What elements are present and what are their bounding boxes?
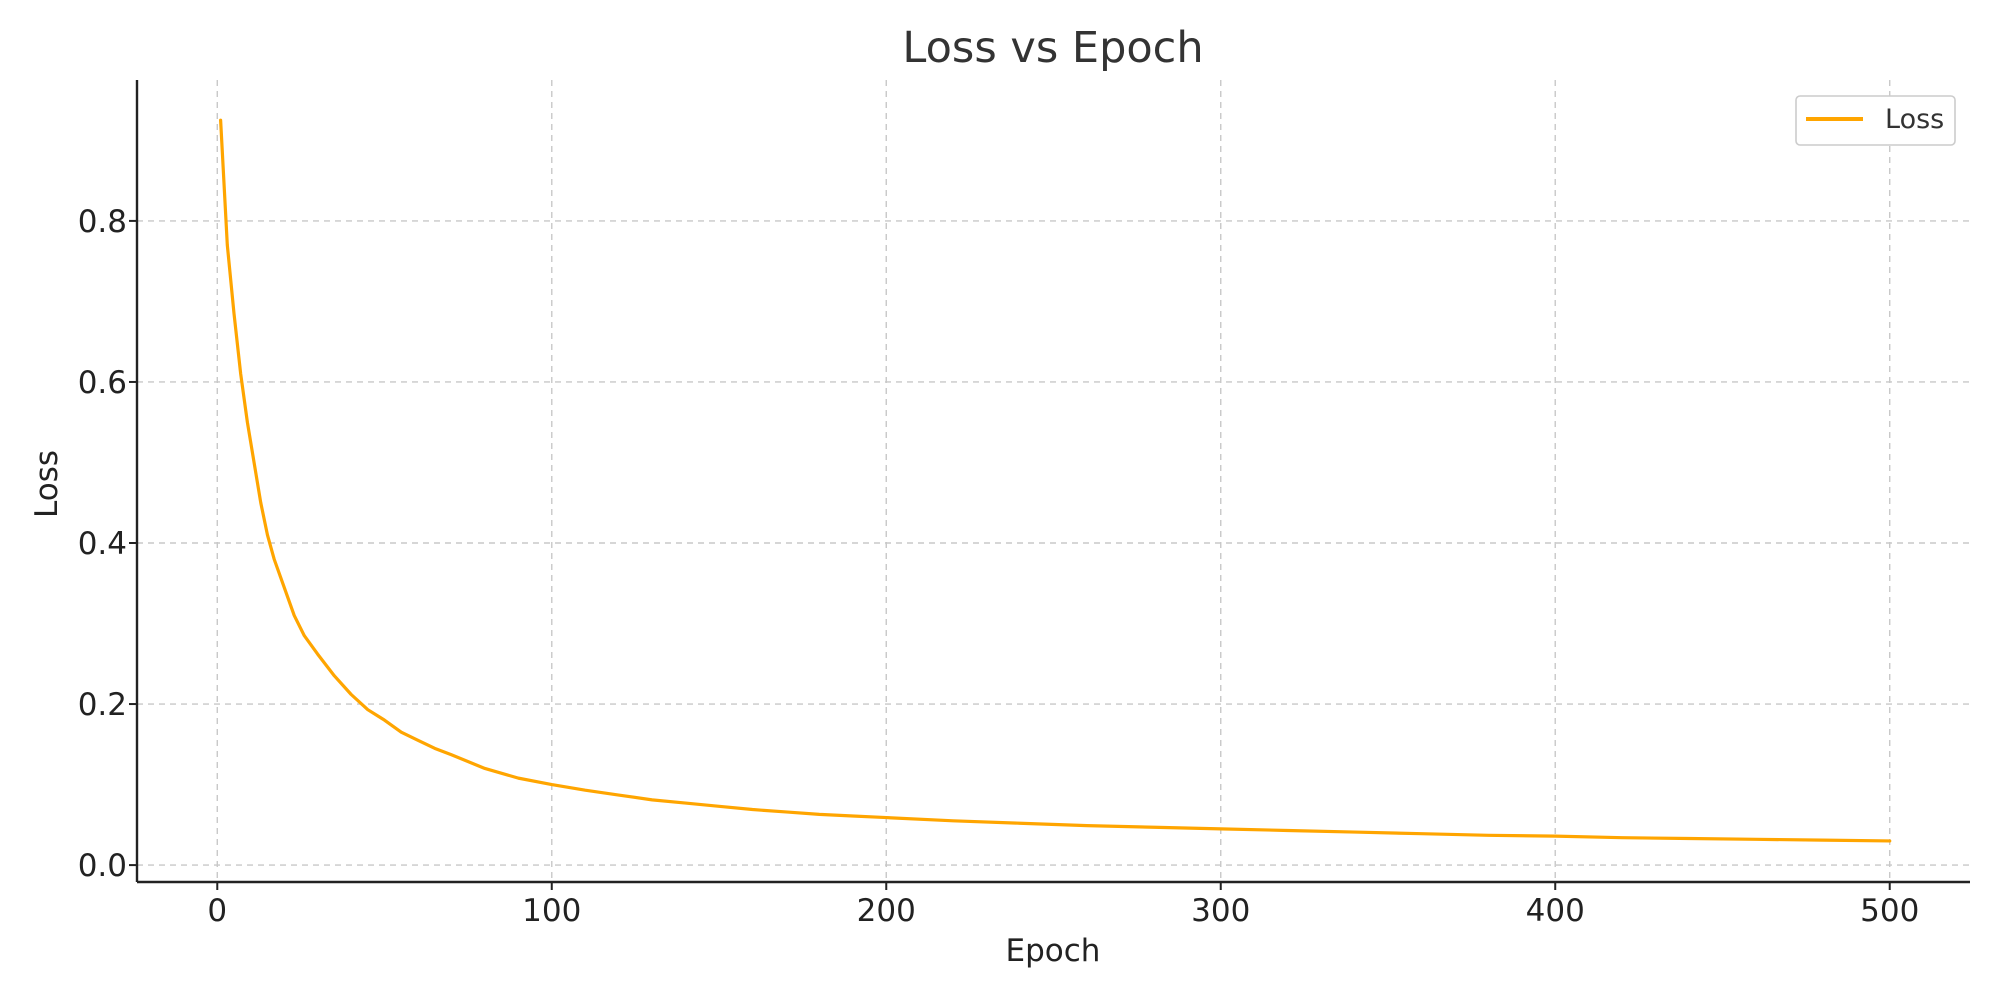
x-tick-label-0: 0 <box>207 893 227 929</box>
x-tick-label-3: 300 <box>1191 893 1250 929</box>
x-tick-label-1: 100 <box>522 893 581 929</box>
x-tick-label-2: 200 <box>857 893 916 929</box>
y-tick-label-3: 0.6 <box>78 365 127 401</box>
legend: Loss <box>1795 95 1956 146</box>
x-tick-label-5: 500 <box>1860 893 1919 929</box>
series-line-loss <box>219 118 1892 843</box>
tick-labels: 0 100 200 300 400 500 0.0 0.2 0.4 0.6 0.8 <box>78 204 1920 929</box>
series-layer <box>219 118 1892 843</box>
grid-lines <box>137 80 1970 882</box>
axes <box>135 80 1970 884</box>
y-tick-label-2: 0.4 <box>78 526 127 562</box>
y-tick-label-1: 0.2 <box>78 687 127 723</box>
chart-title: Loss vs Epoch <box>902 23 1203 73</box>
legend-box <box>1795 95 1956 146</box>
y-tick-label-4: 0.8 <box>78 204 127 240</box>
y-axis-label: Loss <box>29 450 65 518</box>
x-axis-label: Epoch <box>1006 933 1101 969</box>
legend-label-loss: Loss <box>1885 104 1944 135</box>
x-tick-label-4: 400 <box>1526 893 1585 929</box>
y-tick-label-0: 0.0 <box>78 848 127 884</box>
